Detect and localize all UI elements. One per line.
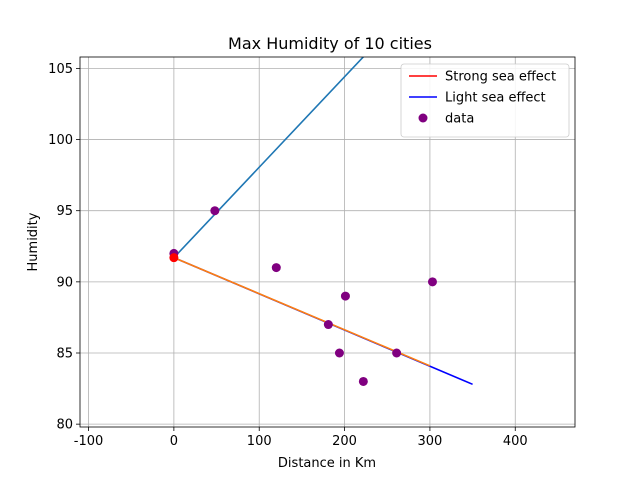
data-point: [271, 263, 281, 273]
data-point: [210, 206, 220, 216]
axes-frame: [79, 56, 576, 428]
x-tick-label: 0: [170, 434, 178, 449]
y-tick-label: 90: [56, 275, 73, 290]
series-line-0: [173, 57, 365, 259]
legend-swatch-marker: [418, 113, 428, 123]
y-tick-label: 80: [56, 418, 73, 433]
grid: [80, 57, 575, 427]
y-tick-label: 95: [56, 204, 73, 219]
y-axis-label: Humidity: [26, 212, 41, 271]
legend: Strong sea effect Light sea effect data: [400, 63, 570, 138]
y-tick-label: 105: [48, 62, 73, 77]
x-tick-label: 400: [503, 434, 528, 449]
chart-title: Max Humidity of 10 cities: [228, 34, 432, 53]
legend-label: Light sea effect: [445, 91, 546, 106]
x-tick-label: -100: [74, 434, 104, 449]
axes: -100 0 100 200 300 400 80 85 90 95 100 105: [48, 56, 576, 449]
data-point: [392, 348, 402, 358]
data-point: [323, 320, 333, 330]
y-tick-label: 100: [48, 133, 73, 148]
data-point: [334, 348, 344, 358]
series-line-2: [173, 256, 431, 367]
legend-box: [400, 63, 570, 138]
x-tick-label: 100: [247, 434, 272, 449]
plot-area: [169, 57, 473, 386]
x-tick-label: 300: [417, 434, 442, 449]
y-tick-label: 85: [56, 347, 73, 362]
x-axis-label: Distance in Km: [278, 456, 376, 471]
legend-label: Strong sea effect: [445, 70, 556, 85]
legend-label: data: [445, 112, 474, 127]
x-tick-label: 200: [332, 434, 357, 449]
data-point: [358, 376, 368, 386]
intersection-point: [169, 253, 179, 263]
data-point: [427, 277, 437, 287]
data-point: [340, 291, 350, 301]
